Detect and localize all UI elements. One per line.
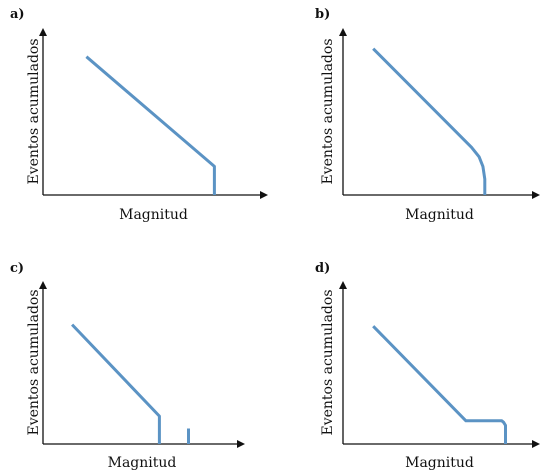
x-axis-title: Magnitud — [119, 207, 188, 223]
y-axis-arrow-icon — [339, 281, 347, 289]
chart-panel-1: a) Magnitud Eventos acumulados — [10, 7, 268, 223]
y-axis-title: Eventos acumulados — [26, 38, 42, 184]
panel-label: c) — [10, 261, 24, 276]
series-line-1 — [372, 325, 507, 444]
y-axis-arrow-icon — [39, 281, 47, 289]
x-axis-title: Magnitud — [405, 207, 474, 223]
series-line-1 — [372, 47, 487, 195]
panel-label: d) — [315, 261, 330, 276]
y-axis-title: Eventos acumulados — [320, 38, 336, 184]
panel-label: a) — [10, 7, 25, 22]
series-line-1 — [71, 323, 161, 444]
chart-panel-4: d) Magnitud Eventos acumulados — [315, 261, 540, 471]
y-axis-arrow-icon — [339, 28, 347, 36]
y-axis-title: Eventos acumulados — [26, 289, 42, 435]
x-axis-title: Magnitud — [405, 455, 474, 471]
chart-panel-2: b) Magnitud Eventos acumulados — [315, 7, 540, 223]
y-axis-arrow-icon — [39, 28, 47, 36]
x-axis-arrow-icon — [260, 191, 268, 199]
chart-panel-3: c) Magnitud Eventos acumulados — [10, 261, 245, 471]
panel-label: b) — [315, 7, 330, 22]
x-axis-title: Magnitud — [108, 455, 177, 471]
y-axis-title: Eventos acumulados — [320, 289, 336, 435]
x-axis-arrow-icon — [532, 440, 540, 448]
x-axis-arrow-icon — [532, 191, 540, 199]
series-line-1 — [85, 55, 216, 195]
x-axis-arrow-icon — [237, 440, 245, 448]
